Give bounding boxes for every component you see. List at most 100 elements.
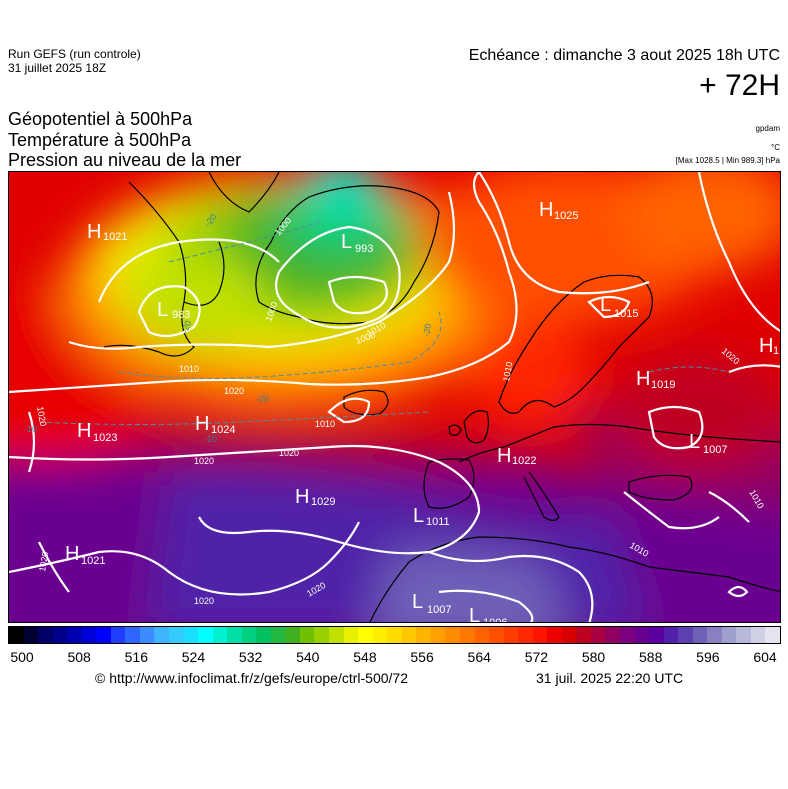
colorbar-cell: [183, 627, 199, 643]
colorbar-cell: [663, 627, 679, 643]
title-pressure: Pression au niveau de la mer: [8, 150, 242, 170]
pressure-value: 1019: [651, 379, 675, 391]
colorbar-cell: [416, 627, 431, 643]
pressure-center: L: [413, 505, 424, 527]
pressure-center: H: [195, 413, 209, 435]
colorbar-cell: [329, 627, 344, 643]
colorbar-cell: [561, 627, 577, 643]
pressure-center: H: [497, 445, 511, 467]
temperature-label: -20: [179, 319, 193, 335]
isobar-label: 1020: [224, 386, 244, 396]
isobar-label: 1020: [194, 596, 214, 606]
colorbar-cell: [503, 627, 519, 643]
colorbar-cell: [765, 627, 780, 643]
colorbar-cell: [736, 627, 751, 643]
colorbar-cell: [489, 627, 504, 643]
colorbar-tick-label: 540: [296, 649, 320, 665]
temperature-label: -10: [24, 424, 37, 434]
colorbar-tick-label: 500: [10, 649, 34, 665]
colorbar-tick-label: 548: [353, 649, 377, 665]
colorbar-tick-label: 580: [581, 649, 606, 665]
pressure-value: 1023: [93, 432, 117, 444]
colorbar-cell: [241, 627, 257, 643]
pressure-value: 1007: [703, 444, 727, 456]
unit-temperature: °C: [771, 143, 780, 152]
geopotential-field: [9, 172, 780, 622]
pressure-value: 1: [773, 345, 779, 357]
colorbar-cell: [9, 627, 24, 643]
pressure-value: 1022: [512, 455, 536, 467]
colorbar-tick-label: 532: [238, 649, 263, 665]
colorbar-cell: [474, 627, 490, 643]
colorbar-cell: [38, 627, 53, 643]
colorbar-tick-label: 604: [753, 649, 777, 665]
pressure-center: H: [759, 335, 773, 357]
colorbar-cell: [445, 627, 460, 643]
pressure-value: 1025: [554, 210, 578, 222]
colorbar-cell: [372, 627, 388, 643]
pressure-value: 1021: [103, 231, 127, 243]
pressure-value: 1015: [614, 308, 638, 320]
weather-map-svg: H 1021 L 993 L 983 H 1025 L 1015 H 1019 …: [9, 172, 780, 623]
colorbar-tick-label: 572: [524, 649, 549, 665]
weather-map: H 1021 L 993 L 983 H 1025 L 1015 H 1019 …: [8, 171, 781, 623]
pressure-value: 1006: [483, 617, 507, 623]
colorbar: [8, 626, 781, 644]
colorbar-cell: [692, 627, 708, 643]
colorbar-cell: [23, 627, 39, 643]
colorbar-cell: [387, 627, 402, 643]
colorbar-tick-label: 596: [696, 649, 720, 665]
pressure-center: H: [295, 486, 309, 508]
isobar-label: 1020: [37, 551, 50, 572]
pressure-center: H: [87, 221, 101, 243]
temperature-label: -20: [421, 323, 433, 338]
isobar-label: 1010: [501, 361, 514, 382]
colorbar-cell: [430, 627, 446, 643]
colorbar-cell: [270, 627, 286, 643]
unit-geopotential: gpdam: [755, 124, 780, 133]
colorbar-cell: [227, 627, 242, 643]
pressure-value: 1024: [211, 424, 235, 436]
isobar-label: 1010: [179, 364, 199, 374]
colorbar-tick-label: 508: [67, 649, 91, 665]
colorbar-cell: [154, 627, 170, 643]
pressure-center: H: [65, 543, 79, 565]
colorbar-cell: [401, 627, 417, 643]
colorbar-cell: [590, 627, 606, 643]
timestamp: 31 juil. 2025 22:20 UTC: [536, 670, 684, 686]
isobar-label: 1020: [35, 406, 48, 427]
colorbar-cell: [619, 627, 635, 643]
colorbar-cell: [256, 627, 271, 643]
colorbar-cell: [547, 627, 562, 643]
pressure-value: 993: [355, 243, 373, 255]
pressure-value: 1029: [311, 496, 335, 508]
colorbar-cell: [721, 627, 737, 643]
leadtime-label: + 72H: [699, 69, 780, 102]
colorbar-cell: [518, 627, 533, 643]
pressure-center: L: [600, 294, 611, 316]
pressure-center: L: [341, 231, 352, 253]
pressure-center: H: [77, 420, 91, 442]
pressure-center: L: [469, 605, 480, 623]
title-geopotential: Géopotentiel à 500hPa: [8, 109, 193, 129]
pressure-center: H: [539, 199, 553, 221]
colorbar-tick-label: 524: [181, 649, 206, 665]
colorbar-tick-label: 516: [124, 649, 148, 665]
colorbar-cell: [212, 627, 228, 643]
colorbar-cell: [169, 627, 184, 643]
colorbar-cell: [110, 627, 126, 643]
colorbar-cell: [67, 627, 82, 643]
isobar-label: 1020: [279, 448, 299, 458]
colorbar-cell: [343, 627, 359, 643]
colorbar-cell: [139, 627, 155, 643]
run-date: 31 juillet 2025 18Z: [8, 61, 107, 75]
pressure-value: 1021: [81, 555, 105, 567]
colorbar-cell: [96, 627, 111, 643]
colorbar-cell: [299, 627, 315, 643]
colorbar-cell: [634, 627, 650, 643]
colorbar-cell: [576, 627, 591, 643]
colorbar-cell: [198, 627, 213, 643]
colorbar-cell: [678, 627, 693, 643]
colorbar-tick-label: 564: [467, 649, 491, 665]
unit-pressure-range: [Max 1028.5 | Min 989.3] hPa: [675, 156, 780, 165]
